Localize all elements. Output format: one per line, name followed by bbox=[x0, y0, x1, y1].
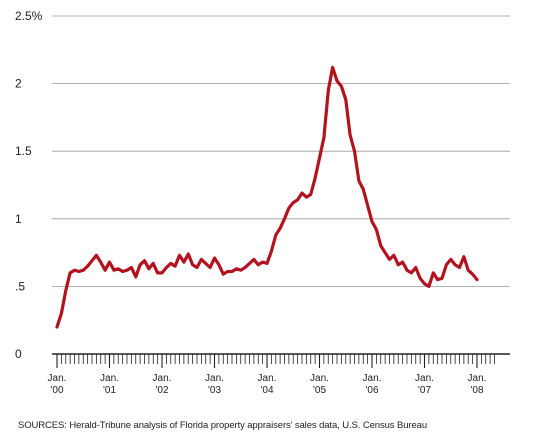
x-axis bbox=[52, 353, 510, 368]
x-tick-label: Jan. bbox=[153, 373, 172, 384]
x-tick-label: '07 bbox=[418, 385, 431, 396]
x-tick-label: '08 bbox=[470, 385, 483, 396]
chart: 0.511.522.5% Jan.'00Jan.'01Jan.'02Jan.'0… bbox=[15, 9, 510, 396]
y-axis-ticks: 0 .5 1 1.5 2 2.5% bbox=[15, 9, 43, 361]
x-tick-label: '05 bbox=[313, 385, 326, 396]
y-tick-label: .5 bbox=[15, 279, 25, 293]
x-tick-label: Jan. bbox=[415, 373, 434, 384]
x-tick-label: '02 bbox=[155, 385, 168, 396]
x-tick-label: Jan. bbox=[258, 373, 277, 384]
y-tick-label: 1.5 bbox=[15, 144, 32, 158]
x-tick-label: Jan. bbox=[468, 373, 487, 384]
y-tick-label: 1 bbox=[15, 212, 22, 226]
x-tick-label: '00 bbox=[50, 385, 63, 396]
grid-lines bbox=[52, 15, 510, 287]
x-tick-label: '01 bbox=[103, 385, 116, 396]
x-tick-label: Jan. bbox=[48, 373, 67, 384]
source-note: SOURCES: Herald-Tribune analysis of Flor… bbox=[18, 420, 428, 431]
y-tick-label: 0 bbox=[15, 347, 22, 361]
x-tick-label: '04 bbox=[260, 385, 273, 396]
x-tick-label: '03 bbox=[208, 385, 221, 396]
x-tick-label: Jan. bbox=[205, 373, 224, 384]
series-lines bbox=[55, 65, 479, 329]
y-tick-label: 2 bbox=[15, 77, 22, 91]
x-tick-label: Jan. bbox=[363, 373, 382, 384]
x-tick-label: '06 bbox=[365, 385, 378, 396]
x-axis-ticks: Jan.'00Jan.'01Jan.'02Jan.'03Jan.'04Jan.'… bbox=[48, 373, 487, 396]
x-tick-label: Jan. bbox=[100, 373, 119, 384]
x-tick-label: Jan. bbox=[310, 373, 329, 384]
series-line bbox=[55, 65, 479, 329]
y-tick-label: 2.5% bbox=[15, 9, 43, 23]
